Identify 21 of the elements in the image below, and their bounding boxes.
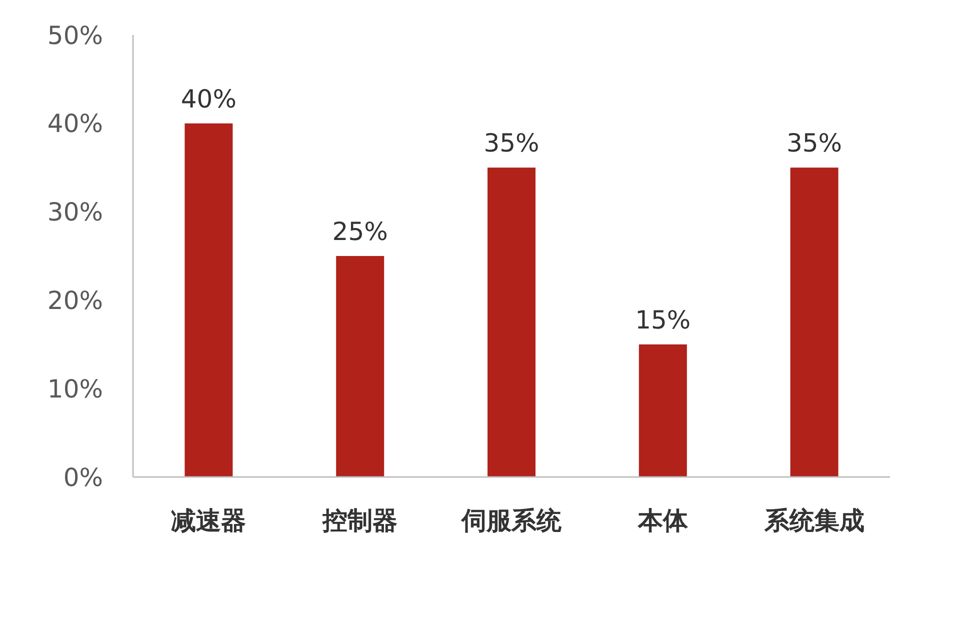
- y-tick-label: 50%: [47, 20, 103, 50]
- data-label: 25%: [332, 217, 388, 246]
- x-tick-label: 伺服系统: [460, 506, 562, 535]
- y-tick-label: 0%: [63, 462, 103, 492]
- bar: [488, 168, 536, 477]
- x-tick-label: 系统集成: [763, 506, 864, 535]
- y-tick-label: 30%: [47, 198, 103, 227]
- y-tick-label: 20%: [47, 286, 103, 315]
- y-tick-label: 10%: [47, 374, 103, 404]
- data-label: 15%: [635, 305, 691, 334]
- x-tick-label: 控制器: [322, 506, 398, 535]
- y-tick-label: 40%: [47, 109, 103, 138]
- bar: [336, 256, 384, 477]
- bar: [184, 123, 233, 477]
- x-tick-label: 本体: [636, 506, 689, 535]
- bar: [790, 168, 838, 477]
- x-tick-label: 减速器: [171, 506, 246, 535]
- data-label: 40%: [180, 84, 236, 114]
- data-label: 35%: [786, 128, 842, 158]
- bar: [638, 344, 687, 477]
- data-label: 35%: [484, 128, 540, 158]
